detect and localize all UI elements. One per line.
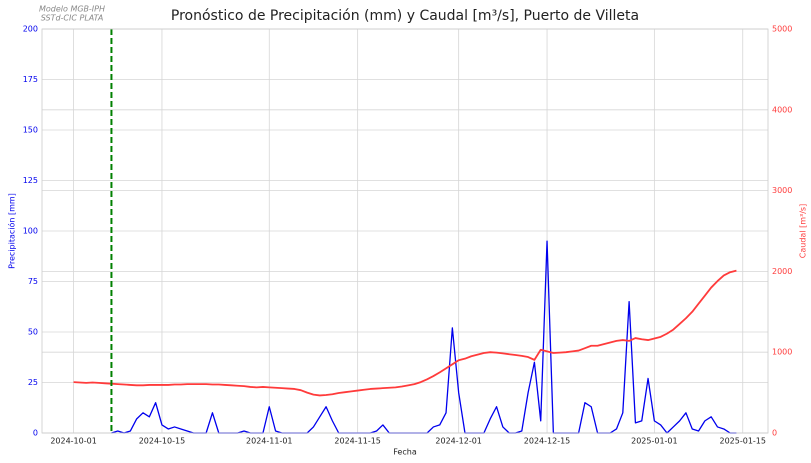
y2-axis-label: Caudal [m³/s] <box>799 204 808 258</box>
annotation: SSTd-CIC PLATA <box>41 14 104 23</box>
x-tick-label: 2024-11-15 <box>334 437 381 446</box>
x-tick-label: 2025-01-15 <box>719 437 766 446</box>
y2-tick-label: 5000 <box>772 25 792 34</box>
y2-tick-label: 3000 <box>772 186 792 195</box>
x-axis-label: Fecha <box>393 448 417 457</box>
y-tick-label: 150 <box>23 126 38 135</box>
x-tick-label: 2024-10-01 <box>50 437 97 446</box>
y2-tick-label: 4000 <box>772 105 792 114</box>
y-axis-label: Precipitación [mm] <box>7 193 17 269</box>
y2-tick-label: 1000 <box>772 348 792 357</box>
series-line <box>73 269 737 397</box>
y2-tick-label: 0 <box>772 429 777 438</box>
y-tick-label: 200 <box>23 25 38 34</box>
x-tick-label: 2024-12-01 <box>435 437 482 446</box>
y-tick-label: 75 <box>28 277 38 286</box>
y-tick-label: 125 <box>23 176 38 185</box>
y-tick-label: 100 <box>23 227 38 236</box>
annotation: Modelo MGB-IPH <box>39 5 105 14</box>
y-tick-label: 50 <box>28 328 38 337</box>
y-tick-label: 175 <box>23 75 38 84</box>
plot-frame <box>41 28 769 434</box>
x-tick-label: 2024-12-15 <box>524 437 571 446</box>
y-tick-label: 25 <box>28 378 38 387</box>
chart-title: Pronóstico de Precipitación (mm) y Cauda… <box>171 8 639 24</box>
x-tick-label: 2024-11-01 <box>246 437 293 446</box>
y-tick-label: 0 <box>33 429 38 438</box>
x-tick-label: 2025-01-01 <box>631 437 678 446</box>
y2-tick-label: 2000 <box>772 267 792 276</box>
series-line <box>111 240 737 434</box>
x-tick-label: 2024-10-15 <box>139 437 186 446</box>
